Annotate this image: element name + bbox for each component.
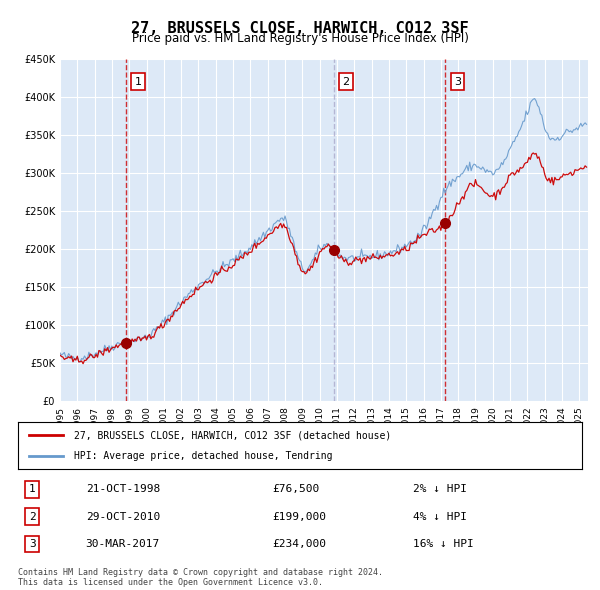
- Text: £234,000: £234,000: [272, 539, 326, 549]
- Text: HPI: Average price, detached house, Tendring: HPI: Average price, detached house, Tend…: [74, 451, 333, 461]
- Text: 1: 1: [134, 77, 142, 87]
- Text: 27, BRUSSELS CLOSE, HARWICH, CO12 3SF (detached house): 27, BRUSSELS CLOSE, HARWICH, CO12 3SF (d…: [74, 430, 392, 440]
- Text: 29-OCT-2010: 29-OCT-2010: [86, 512, 160, 522]
- Text: 3: 3: [454, 77, 461, 87]
- Text: Contains HM Land Registry data © Crown copyright and database right 2024.: Contains HM Land Registry data © Crown c…: [18, 568, 383, 576]
- Text: 1: 1: [29, 484, 35, 494]
- Text: £199,000: £199,000: [272, 512, 326, 522]
- Text: 2: 2: [342, 77, 349, 87]
- Text: 27, BRUSSELS CLOSE, HARWICH, CO12 3SF: 27, BRUSSELS CLOSE, HARWICH, CO12 3SF: [131, 21, 469, 35]
- Text: 21-OCT-1998: 21-OCT-1998: [86, 484, 160, 494]
- Text: £76,500: £76,500: [272, 484, 319, 494]
- Text: 2: 2: [29, 512, 35, 522]
- Text: 16% ↓ HPI: 16% ↓ HPI: [413, 539, 473, 549]
- Text: Price paid vs. HM Land Registry's House Price Index (HPI): Price paid vs. HM Land Registry's House …: [131, 32, 469, 45]
- Text: 4% ↓ HPI: 4% ↓ HPI: [413, 512, 467, 522]
- Text: 30-MAR-2017: 30-MAR-2017: [86, 539, 160, 549]
- Text: 2% ↓ HPI: 2% ↓ HPI: [413, 484, 467, 494]
- Text: This data is licensed under the Open Government Licence v3.0.: This data is licensed under the Open Gov…: [18, 578, 323, 587]
- Text: 3: 3: [29, 539, 35, 549]
